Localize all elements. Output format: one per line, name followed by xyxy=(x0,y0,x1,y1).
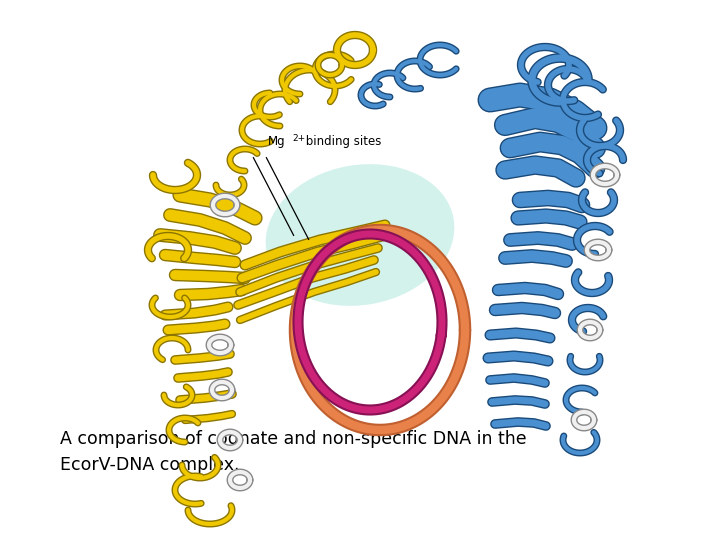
Ellipse shape xyxy=(266,164,454,306)
Text: EcorV-DNA complex.: EcorV-DNA complex. xyxy=(60,456,240,474)
Text: 2+: 2+ xyxy=(292,134,305,143)
Text: A comparison of cognate and non-specific DNA in the: A comparison of cognate and non-specific… xyxy=(60,430,526,448)
Text: Mg: Mg xyxy=(268,135,286,148)
Text: binding sites: binding sites xyxy=(302,135,382,148)
